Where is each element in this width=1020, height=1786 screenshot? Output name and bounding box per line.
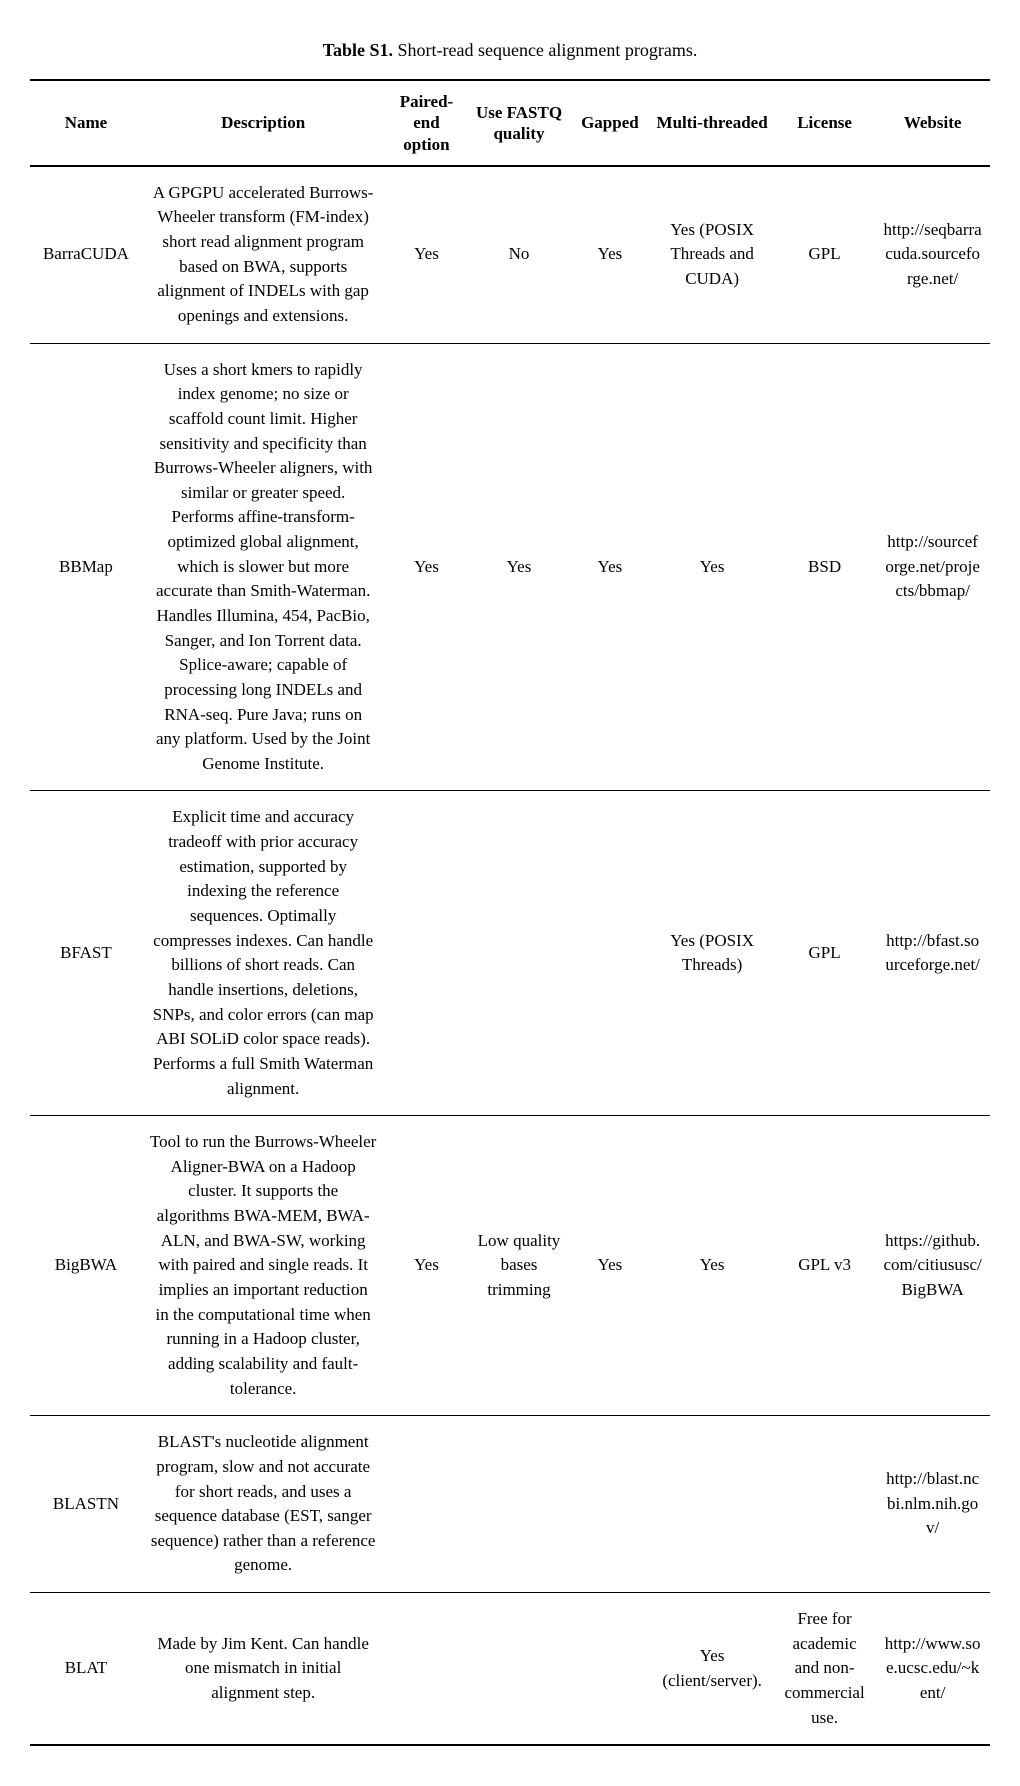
cell-license: GPL v3 (774, 1116, 875, 1416)
table-row: BigBWA Tool to run the Burrows-Wheeler A… (30, 1116, 990, 1416)
cell-license: GPL (774, 166, 875, 343)
cell-description: Uses a short kmers to rapidly index geno… (142, 343, 385, 791)
col-fastq: Use FASTQ quality (468, 80, 569, 166)
cell-website: http://blast.ncbi.nlm.nih.gov/ (875, 1416, 990, 1593)
cell-gapped: Yes (570, 343, 651, 791)
col-name: Name (30, 80, 142, 166)
cell-description: Made by Jim Kent. Can handle one mismatc… (142, 1593, 385, 1746)
cell-website: http://bfast.sourceforge.net/ (875, 791, 990, 1116)
cell-name: BBMap (30, 343, 142, 791)
caption-label: Table S1. (323, 40, 393, 60)
cell-multi: Yes (POSIX Threads and CUDA) (650, 166, 774, 343)
cell-gapped (570, 1416, 651, 1593)
cell-fastq (468, 791, 569, 1116)
col-gapped: Gapped (570, 80, 651, 166)
cell-name: BigBWA (30, 1116, 142, 1416)
table-row: BLAT Made by Jim Kent. Can handle one mi… (30, 1593, 990, 1746)
cell-website: http://sourceforge.net/projects/bbmap/ (875, 343, 990, 791)
cell-fastq: Low quality bases trimming (468, 1116, 569, 1416)
cell-license (774, 1416, 875, 1593)
cell-fastq (468, 1416, 569, 1593)
cell-fastq (468, 1593, 569, 1746)
col-description: Description (142, 80, 385, 166)
table-row: BBMap Uses a short kmers to rapidly inde… (30, 343, 990, 791)
table-row: BFAST Explicit time and accuracy tradeof… (30, 791, 990, 1116)
cell-gapped (570, 1593, 651, 1746)
cell-website: https://github.com/citiususc/BigBWA (875, 1116, 990, 1416)
caption-text: Short-read sequence alignment programs. (393, 40, 697, 60)
cell-description: Explicit time and accuracy tradeoff with… (142, 791, 385, 1116)
cell-website: http://seqbarracuda.sourceforge.net/ (875, 166, 990, 343)
cell-gapped: Yes (570, 166, 651, 343)
cell-description: A GPGPU accelerated Burrows-Wheeler tran… (142, 166, 385, 343)
cell-paired: Yes (384, 166, 468, 343)
cell-description: Tool to run the Burrows-Wheeler Aligner-… (142, 1116, 385, 1416)
cell-name: BLASTN (30, 1416, 142, 1593)
col-paired: Paired-end option (384, 80, 468, 166)
cell-multi: Yes (client/server). (650, 1593, 774, 1746)
cell-paired (384, 1416, 468, 1593)
cell-license: BSD (774, 343, 875, 791)
col-multi: Multi-threaded (650, 80, 774, 166)
cell-license: GPL (774, 791, 875, 1116)
cell-fastq: No (468, 166, 569, 343)
alignment-programs-table: Name Description Paired-end option Use F… (30, 79, 990, 1746)
cell-gapped (570, 791, 651, 1116)
table-caption: Table S1. Short-read sequence alignment … (30, 40, 990, 61)
cell-paired: Yes (384, 1116, 468, 1416)
cell-paired (384, 1593, 468, 1746)
cell-license: Free for academic and non-commercial use… (774, 1593, 875, 1746)
cell-multi: Yes (650, 1116, 774, 1416)
table-row: BLASTN BLAST's nucleotide alignment prog… (30, 1416, 990, 1593)
cell-name: BLAT (30, 1593, 142, 1746)
table-body: BarraCUDA A GPGPU accelerated Burrows-Wh… (30, 166, 990, 1746)
cell-name: BFAST (30, 791, 142, 1116)
col-license: License (774, 80, 875, 166)
table-header-row: Name Description Paired-end option Use F… (30, 80, 990, 166)
col-website: Website (875, 80, 990, 166)
cell-description: BLAST's nucleotide alignment program, sl… (142, 1416, 385, 1593)
table-row: BarraCUDA A GPGPU accelerated Burrows-Wh… (30, 166, 990, 343)
cell-name: BarraCUDA (30, 166, 142, 343)
cell-multi: Yes (POSIX Threads) (650, 791, 774, 1116)
cell-gapped: Yes (570, 1116, 651, 1416)
cell-website: http://www.soe.ucsc.edu/~kent/ (875, 1593, 990, 1746)
cell-fastq: Yes (468, 343, 569, 791)
cell-paired (384, 791, 468, 1116)
cell-multi (650, 1416, 774, 1593)
cell-multi: Yes (650, 343, 774, 791)
cell-paired: Yes (384, 343, 468, 791)
